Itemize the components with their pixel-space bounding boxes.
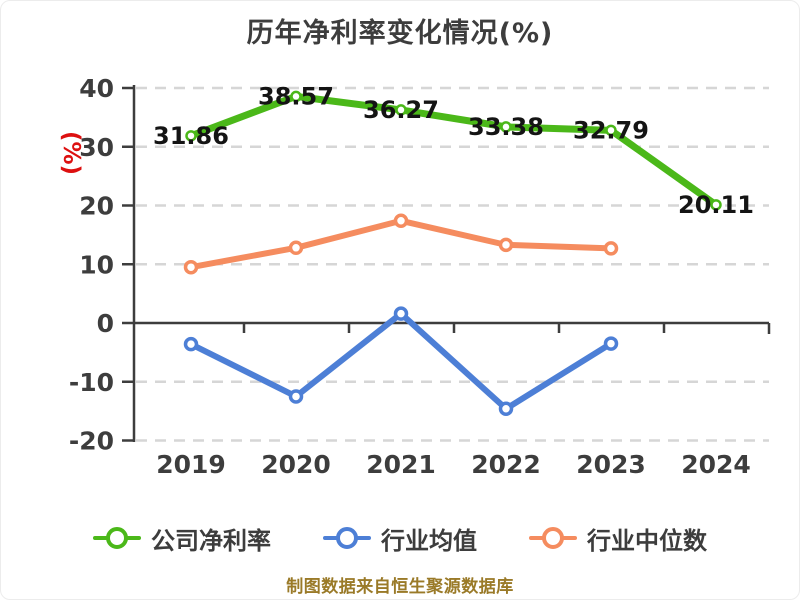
y-tick-label: -20 bbox=[69, 427, 114, 456]
x-tick-label: 2020 bbox=[261, 450, 331, 479]
legend-item-company-net-margin[interactable]: 公司净利率 bbox=[93, 521, 271, 556]
x-tick-label: 2022 bbox=[471, 450, 541, 479]
legend-label: 行业均值 bbox=[381, 526, 477, 555]
legend-item-industry-average[interactable]: 行业均值 bbox=[323, 521, 477, 556]
x-tick-label: 2024 bbox=[681, 450, 751, 479]
data-point bbox=[183, 336, 199, 352]
legend-line-dot-icon bbox=[323, 527, 371, 549]
x-tick-label: 2019 bbox=[156, 450, 226, 479]
data-point bbox=[603, 241, 619, 256]
y-tick-label: 10 bbox=[79, 250, 114, 279]
data-point bbox=[603, 336, 619, 351]
x-tick-label: 2023 bbox=[576, 450, 646, 479]
data-point bbox=[183, 259, 199, 275]
value-label: 33.38 bbox=[468, 113, 544, 141]
data-point bbox=[605, 124, 617, 137]
data-point bbox=[710, 199, 722, 211]
legend-label: 行业中位数 bbox=[587, 526, 707, 555]
value-label: 32.79 bbox=[573, 116, 649, 144]
data-point bbox=[393, 213, 409, 229]
y-tick-label: -10 bbox=[69, 368, 114, 397]
chart-title: 历年净利率变化情况(%) bbox=[246, 18, 554, 49]
value-label: 20.11 bbox=[678, 191, 754, 219]
data-point bbox=[498, 401, 514, 417]
series-line-1 bbox=[188, 310, 614, 412]
legend: 公司净利率 行业均值 行业中位数 bbox=[1, 517, 799, 559]
legend-item-industry-median[interactable]: 行业中位数 bbox=[529, 521, 707, 556]
value-label: 31.86 bbox=[153, 122, 229, 150]
y-tick-label: 40 bbox=[79, 74, 114, 103]
y-tick-label: 20 bbox=[79, 192, 114, 221]
value-label: 38.57 bbox=[258, 82, 334, 110]
x-tick-label: 2021 bbox=[366, 450, 436, 479]
data-point bbox=[185, 130, 197, 142]
data-point bbox=[395, 104, 407, 116]
data-point bbox=[393, 306, 409, 321]
data-point bbox=[288, 240, 304, 256]
data-point bbox=[498, 237, 514, 253]
legend-line-dot-icon bbox=[93, 527, 141, 549]
data-point bbox=[288, 389, 304, 404]
data-point bbox=[500, 121, 512, 133]
legend-label: 公司净利率 bbox=[151, 526, 271, 555]
y-tick-label: 30 bbox=[79, 133, 114, 162]
legend-line-dot-icon bbox=[529, 527, 577, 549]
series-line-0 bbox=[187, 92, 720, 209]
data-point bbox=[290, 90, 302, 103]
y-tick-label: 0 bbox=[97, 309, 114, 338]
data-source-note: 制图数据来自恒生聚源数据库 bbox=[286, 577, 514, 597]
value-label: 36.27 bbox=[363, 96, 439, 124]
